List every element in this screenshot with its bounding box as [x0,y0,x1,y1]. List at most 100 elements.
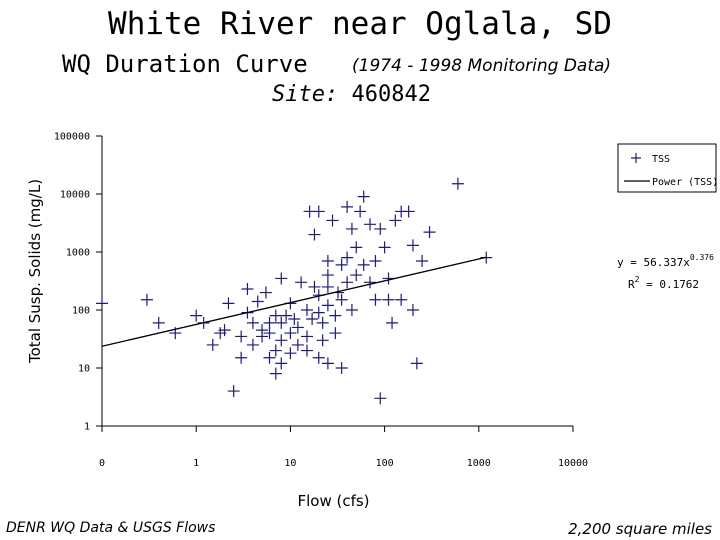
x-tick-label: 1 [193,458,199,469]
data-point [306,312,319,325]
y-axis-title: Total Susp. Solids (mg/L) [26,179,44,364]
data-point [280,309,293,322]
legend-label-tss: TSS [652,154,670,165]
data-point [275,272,288,285]
data-point [269,344,282,357]
site-line: Site: 460842 [272,82,431,107]
data-point [345,304,358,316]
data-point [256,330,269,343]
data-point [382,293,395,306]
data-point [321,357,334,370]
data-point [316,334,329,347]
data-point [251,295,264,308]
subtitle-note: (1974 - 1998 Monitoring Data) [352,56,612,76]
data-point [341,276,354,289]
data-point [291,338,304,351]
data-point [152,316,165,329]
data-point [357,258,370,271]
x-tick-label: 100 [376,458,394,469]
data-point [275,334,288,347]
data-point [284,327,297,340]
data-point [321,254,334,267]
data-point [275,316,288,329]
trend-equation: y = 56.337x0.376 [617,253,714,269]
data-point [312,306,325,319]
data-point [364,218,377,231]
data-point [364,276,377,289]
data-point [354,205,367,218]
legend-marker-tss [631,153,641,163]
data-point [96,297,108,310]
drainage-area: 2,200 square miles [568,520,712,538]
data-point [316,316,329,329]
x-tick-label: 0 [99,458,105,469]
y-tick-label: 1 [84,422,90,433]
data-point [312,205,325,218]
data-point [263,316,276,329]
data-point [288,312,301,325]
y-tick-label: 10 [78,364,90,375]
data-point [321,280,334,293]
data-point [395,293,408,306]
data-point [312,351,325,364]
x-tick-label: 10 [284,458,296,469]
legend-box [617,143,717,193]
legend: TSS Power (TSS) [617,143,718,193]
x-tick-label: 1000 [467,458,491,469]
data-point [402,205,415,218]
data-point [291,321,304,334]
data-point [300,330,313,343]
data-point [235,351,248,364]
x-ticks: 0 1 10 100 1000 10000 [99,426,588,469]
trendline [101,256,487,347]
data-point [350,241,363,254]
data-point [335,258,348,271]
data-point [345,222,358,235]
data-point [308,228,321,241]
data-point [246,338,259,351]
data-point [341,200,354,213]
data-point [295,276,308,289]
axes [101,136,573,427]
data-point [321,269,334,282]
data-point [284,347,297,360]
data-point [222,297,235,310]
chart-subtitle: WQ Duration Curve [62,50,308,78]
data-point [246,316,259,329]
data-point [269,309,282,322]
data-point [335,293,348,306]
equation-base: y = 56.337x [617,256,690,269]
r2-sup: 2 [635,275,640,284]
r2-value: = 0.1762 [639,278,699,291]
data-point [341,251,354,264]
chart-title: White River near Oglala, SD [108,6,612,42]
data-point [451,177,464,190]
data-point [335,362,348,374]
data-point [321,299,334,312]
data-point [218,324,231,337]
x-axis-title: Flow (cfs) [297,492,369,510]
data-point [389,214,402,227]
data-point [308,280,321,293]
data-point [275,357,288,370]
site-id: 460842 [351,82,431,107]
data-point [269,367,282,380]
y-ticks: 1 10 100 1000 10000 100000 [54,132,102,433]
r2-prefix: R [628,278,635,291]
data-point [300,344,313,357]
equation-exponent: 0.376 [690,253,714,262]
data-point [406,304,419,316]
y-tick-label: 10000 [60,190,90,201]
legend-label-power: Power (TSS) [652,177,718,188]
data-point [259,286,272,299]
data-point [329,327,342,340]
source-note: DENR WQ Data & USGS Flows [6,520,216,536]
data-point [423,226,436,239]
data-point [369,293,382,306]
data-point [416,254,429,267]
data-point [326,214,339,227]
data-point [329,309,342,322]
data-point [357,190,370,203]
data-point [300,304,313,316]
